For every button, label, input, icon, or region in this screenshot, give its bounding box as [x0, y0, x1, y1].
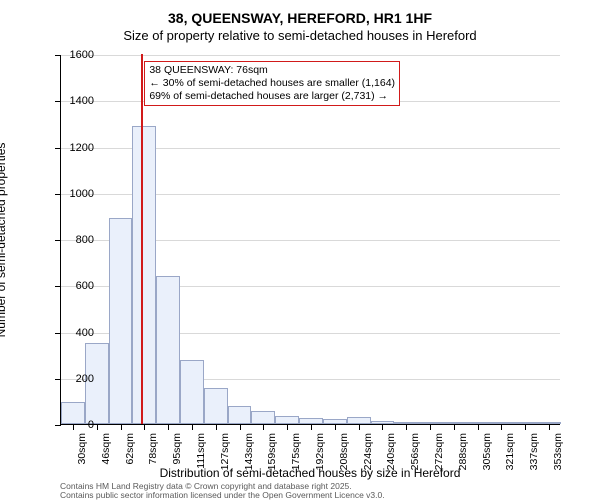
histogram-bar — [180, 360, 204, 424]
y-tick — [55, 333, 61, 334]
histogram-bar — [251, 411, 275, 424]
y-tick-label: 1200 — [70, 142, 94, 154]
y-tick — [55, 194, 61, 195]
footer-line-2: Contains public sector information licen… — [60, 491, 385, 500]
histogram-bar — [275, 416, 299, 424]
y-tick — [55, 425, 61, 426]
plot-area: 38 QUEENSWAY: 76sqm← 30% of semi-detache… — [60, 55, 560, 425]
x-tick-label: 256sqm — [409, 433, 421, 470]
chart-container: 38, QUEENSWAY, HEREFORD, HR1 1HF Size of… — [0, 0, 600, 500]
y-axis-label: Number of semi-detached properties — [0, 143, 8, 338]
x-tick-label: 111sqm — [195, 433, 207, 469]
y-tick — [55, 148, 61, 149]
x-tick-label: 30sqm — [76, 433, 88, 465]
x-tick — [430, 424, 431, 430]
property-marker-line — [141, 54, 143, 424]
x-tick-label: 143sqm — [243, 433, 255, 470]
y-tick — [55, 286, 61, 287]
y-tick-label: 1000 — [70, 188, 94, 200]
title-line-2: Size of property relative to semi-detach… — [0, 28, 600, 44]
x-tick — [525, 424, 526, 430]
y-tick-label: 0 — [88, 419, 94, 431]
x-tick-label: 224sqm — [362, 433, 374, 470]
x-tick — [311, 424, 312, 430]
histogram-bar — [156, 276, 180, 424]
x-tick-label: 192sqm — [314, 433, 326, 470]
histogram-bar — [109, 218, 133, 424]
x-tick — [168, 424, 169, 430]
x-tick — [192, 424, 193, 430]
y-tick-label: 400 — [76, 327, 94, 339]
y-tick — [55, 55, 61, 56]
histogram-bar — [132, 126, 156, 424]
y-tick-label: 200 — [76, 373, 94, 385]
x-tick — [73, 424, 74, 430]
y-tick — [55, 240, 61, 241]
x-tick-label: 208sqm — [338, 433, 350, 470]
histogram-bar — [61, 402, 85, 424]
y-tick-label: 1400 — [70, 95, 94, 107]
gridline-h — [61, 55, 560, 56]
y-tick — [55, 101, 61, 102]
callout-line-3: 69% of semi-detached houses are larger (… — [149, 90, 395, 103]
x-axis-label: Distribution of semi-detached houses by … — [60, 466, 560, 480]
x-tick — [216, 424, 217, 430]
x-tick-label: 62sqm — [124, 433, 136, 465]
x-tick — [406, 424, 407, 430]
x-tick — [359, 424, 360, 430]
x-tick-label: 46sqm — [100, 433, 112, 465]
x-tick-label: 175sqm — [290, 433, 302, 470]
y-tick-label: 600 — [76, 280, 94, 292]
x-tick-label: 127sqm — [219, 433, 231, 470]
x-tick — [454, 424, 455, 430]
x-tick — [240, 424, 241, 430]
histogram-bar — [228, 406, 252, 425]
x-tick-label: 288sqm — [457, 433, 469, 470]
x-tick — [97, 424, 98, 430]
x-tick-label: 353sqm — [552, 433, 564, 470]
x-tick-label: 240sqm — [385, 433, 397, 470]
y-tick-label: 1600 — [70, 49, 94, 61]
y-tick-label: 800 — [76, 234, 94, 246]
footer-attribution: Contains HM Land Registry data © Crown c… — [60, 482, 385, 500]
x-tick — [263, 424, 264, 430]
histogram-bar — [347, 417, 371, 424]
x-tick — [549, 424, 550, 430]
x-tick — [287, 424, 288, 430]
x-tick — [382, 424, 383, 430]
x-tick — [501, 424, 502, 430]
x-tick-label: 78sqm — [147, 433, 159, 465]
x-tick — [144, 424, 145, 430]
callout-box: 38 QUEENSWAY: 76sqm← 30% of semi-detache… — [144, 61, 400, 106]
x-tick — [335, 424, 336, 430]
x-tick-label: 95sqm — [171, 433, 183, 465]
chart-title: 38, QUEENSWAY, HEREFORD, HR1 1HF Size of… — [0, 0, 600, 44]
x-tick-label: 305sqm — [481, 433, 493, 470]
callout-line-2: ← 30% of semi-detached houses are smalle… — [149, 77, 395, 90]
x-tick — [478, 424, 479, 430]
histogram-bar — [204, 388, 228, 424]
x-tick-label: 321sqm — [504, 433, 516, 470]
callout-line-1: 38 QUEENSWAY: 76sqm — [149, 64, 395, 77]
x-tick — [121, 424, 122, 430]
x-tick-label: 337sqm — [528, 433, 540, 470]
x-tick-label: 159sqm — [266, 433, 278, 470]
y-tick — [55, 379, 61, 380]
x-tick-label: 272sqm — [433, 433, 445, 470]
title-line-1: 38, QUEENSWAY, HEREFORD, HR1 1HF — [0, 10, 600, 28]
